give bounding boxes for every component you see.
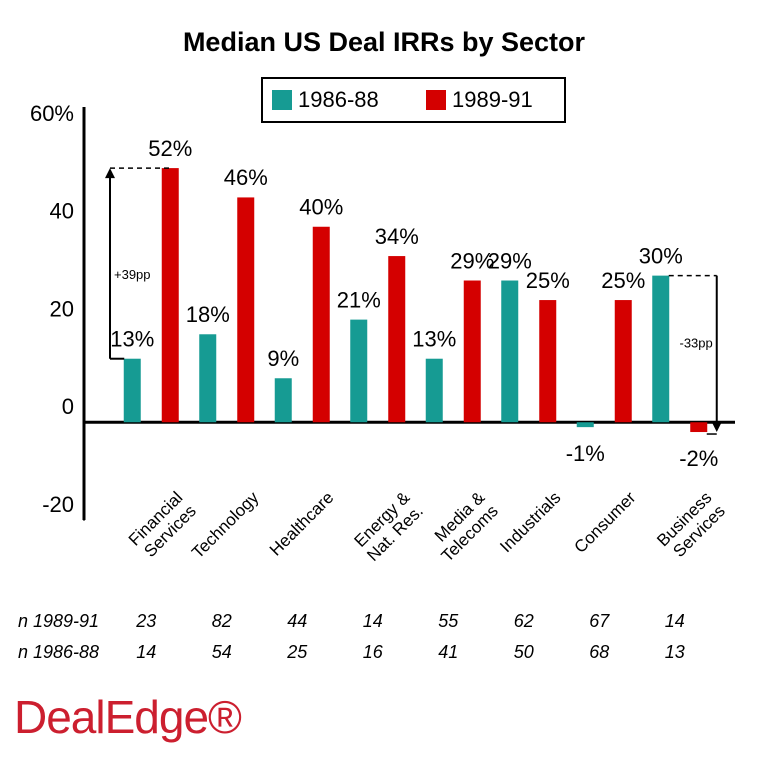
value-label: 18% bbox=[186, 302, 230, 327]
y-tick-label: 40 bbox=[50, 199, 74, 224]
value-label: 46% bbox=[224, 165, 268, 190]
annotation-arrow bbox=[711, 422, 722, 433]
sample-label: n 1989-91 bbox=[18, 611, 99, 631]
y-tick-label: 20 bbox=[50, 296, 74, 321]
bar bbox=[425, 358, 443, 423]
sample-value: 55 bbox=[438, 611, 459, 631]
bar bbox=[614, 300, 632, 423]
value-label: 13% bbox=[110, 327, 154, 352]
annotation-arrow bbox=[105, 168, 115, 179]
annotation-text: +39pp bbox=[114, 267, 151, 282]
sample-value: 25 bbox=[286, 642, 308, 662]
sample-value: 54 bbox=[212, 642, 232, 662]
value-label: 52% bbox=[148, 136, 192, 161]
value-label: 21% bbox=[337, 287, 381, 312]
value-label: 34% bbox=[375, 224, 419, 249]
legend-swatch bbox=[272, 90, 292, 110]
value-label: 29% bbox=[488, 248, 532, 273]
y-tick-label: 60% bbox=[30, 101, 74, 126]
sample-value: 23 bbox=[135, 611, 156, 631]
bar bbox=[237, 197, 255, 423]
sample-value: 44 bbox=[287, 611, 307, 631]
bar bbox=[274, 378, 292, 423]
value-label: -2% bbox=[679, 446, 718, 471]
sample-value: 16 bbox=[363, 642, 384, 662]
y-tick-label: 0 bbox=[62, 394, 74, 419]
bar bbox=[652, 275, 670, 423]
sample-value: 14 bbox=[136, 642, 156, 662]
bar bbox=[312, 226, 330, 423]
sample-value: 82 bbox=[212, 611, 232, 631]
sample-label: n 1986-88 bbox=[18, 642, 99, 662]
value-label: -1% bbox=[566, 441, 605, 466]
sample-value: 14 bbox=[665, 611, 685, 631]
bar bbox=[690, 422, 708, 433]
bar bbox=[576, 422, 594, 428]
bar bbox=[463, 280, 481, 423]
bar bbox=[388, 256, 406, 423]
bar bbox=[161, 168, 179, 423]
bar bbox=[199, 334, 217, 423]
bar bbox=[539, 300, 557, 423]
sample-value: 62 bbox=[514, 611, 534, 631]
y-tick-label: -20 bbox=[42, 492, 74, 517]
sample-value: 67 bbox=[589, 611, 610, 631]
legend-swatch bbox=[426, 90, 446, 110]
sample-value: 50 bbox=[514, 642, 534, 662]
legend-label: 1986-88 bbox=[298, 87, 379, 112]
value-label: 9% bbox=[267, 346, 299, 371]
sample-value: 41 bbox=[438, 642, 458, 662]
legend-label: 1989-91 bbox=[452, 87, 533, 112]
sample-value: 14 bbox=[363, 611, 383, 631]
brand-logo: DealEdge® bbox=[14, 691, 242, 743]
bar bbox=[123, 358, 141, 423]
bar bbox=[350, 319, 368, 423]
value-label: 40% bbox=[299, 195, 343, 220]
sample-value: 13 bbox=[665, 642, 685, 662]
bar bbox=[501, 280, 519, 423]
sample-value: 68 bbox=[589, 642, 609, 662]
legend-box bbox=[261, 77, 566, 123]
value-label: 13% bbox=[412, 327, 456, 352]
value-label: 29% bbox=[450, 248, 494, 273]
value-label: 30% bbox=[639, 243, 683, 268]
annotation-text: -33pp bbox=[680, 335, 713, 350]
value-label: 25% bbox=[601, 268, 645, 293]
value-label: 25% bbox=[526, 268, 570, 293]
chart-title: Median US Deal IRRs by Sector bbox=[183, 27, 586, 57]
